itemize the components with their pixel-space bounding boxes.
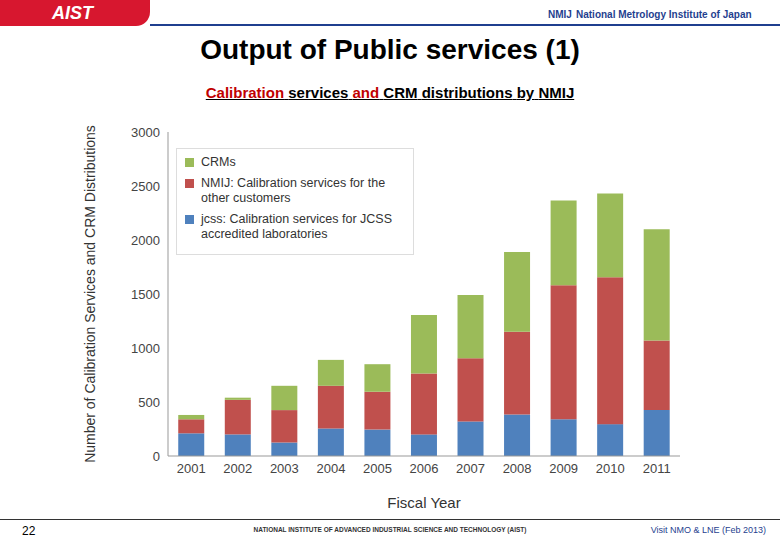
svg-text:2002: 2002	[223, 461, 252, 476]
html-text:Visit NMO & LNE (Feb 2013): Visit NMO & LNE (Feb 2013)	[650, 525, 766, 535]
html-text:Output of Public services (1): Output of Public services (1)	[200, 34, 580, 65]
svg-text:2009: 2009	[549, 461, 578, 476]
svg-text:3000: 3000	[131, 125, 160, 140]
html-text:jcss: Calibration services for: jcss: Calibration services for JCSS accr…	[201, 212, 392, 241]
html-text:NATIONAL INSTITUTE OF ADVANCED: NATIONAL INSTITUTE OF ADVANCED INDUSTRIA…	[253, 526, 527, 533]
svg-text:2004: 2004	[316, 461, 345, 476]
html-text:NMIJ: NMIJ	[548, 9, 572, 20]
html-text:AIST: AIST	[52, 3, 93, 23]
html-text:CRMs: CRMs	[201, 155, 236, 169]
svg-text:2007: 2007	[456, 461, 485, 476]
svg-text:2008: 2008	[503, 461, 532, 476]
html-text:National Metrology Institute o: National Metrology Institute of Japan	[576, 9, 752, 20]
svg-text:2003: 2003	[270, 461, 299, 476]
svg-text:2500: 2500	[131, 179, 160, 194]
svg-text:2005: 2005	[363, 461, 392, 476]
svg-text:1500: 1500	[131, 287, 160, 302]
svg-text:0: 0	[153, 449, 160, 464]
svg-text:Fiscal Year: Fiscal Year	[387, 494, 460, 511]
svg-text:Number of Calibration Services: Number of Calibration Services and CRM D…	[82, 125, 98, 463]
svg-text:500: 500	[138, 395, 160, 410]
svg-text:2000: 2000	[131, 233, 160, 248]
svg-text:2010: 2010	[596, 461, 625, 476]
svg-text:2006: 2006	[410, 461, 439, 476]
svg-text:2001: 2001	[177, 461, 206, 476]
html-text:NMIJ: Calibration services for: NMIJ: Calibration services for the other…	[201, 176, 386, 205]
html-text:Calibration services and CRM d: Calibration services and CRM distributio…	[205, 84, 575, 101]
html-text:22: 22	[22, 524, 36, 538]
svg-text:2011: 2011	[643, 461, 671, 476]
svg-text:1000: 1000	[131, 341, 160, 356]
